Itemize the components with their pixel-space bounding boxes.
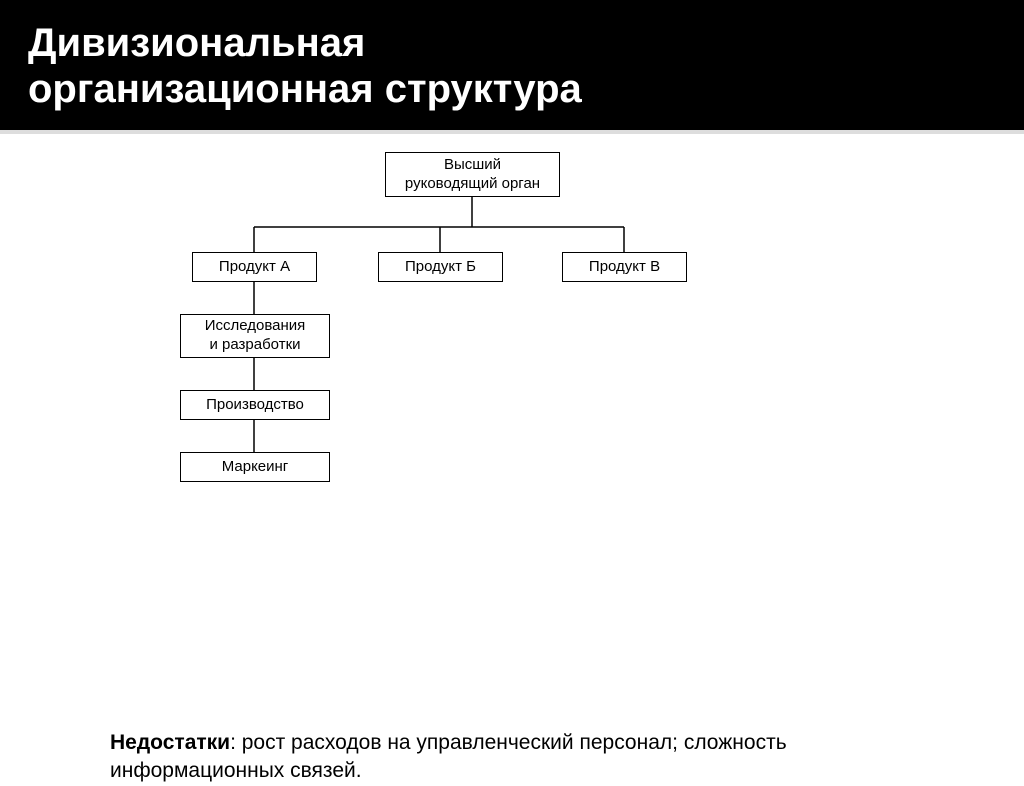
node-product-b: Продукт Б <box>378 252 503 282</box>
node-marketing-label: Маркеинг <box>222 458 289 477</box>
slide-header: Дивизиональная организационная структура <box>0 0 1024 134</box>
caption: Недостатки: рост расходов на управленчес… <box>110 729 810 786</box>
org-chart: Высшийруководящий орган Продукт А Продук… <box>0 134 1024 584</box>
node-marketing: Маркеинг <box>180 452 330 482</box>
node-root-label: Высшийруководящий орган <box>405 156 540 194</box>
node-product-v-label: Продукт В <box>589 258 660 277</box>
node-production: Производство <box>180 390 330 420</box>
node-product-a: Продукт А <box>192 252 317 282</box>
node-research-label: Исследованияи разработки <box>205 317 306 355</box>
node-product-b-label: Продукт Б <box>405 258 476 277</box>
node-product-a-label: Продукт А <box>219 258 290 277</box>
title-line-2: организационная структура <box>28 66 996 112</box>
title-line-1: Дивизиональная <box>28 20 996 66</box>
node-product-v: Продукт В <box>562 252 687 282</box>
node-production-label: Производство <box>206 396 304 415</box>
node-root: Высшийруководящий орган <box>385 152 560 197</box>
caption-bold: Недостатки <box>110 731 230 754</box>
slide-content: Высшийруководящий орган Продукт А Продук… <box>0 134 1024 766</box>
node-research: Исследованияи разработки <box>180 314 330 358</box>
connectors <box>0 134 1024 584</box>
